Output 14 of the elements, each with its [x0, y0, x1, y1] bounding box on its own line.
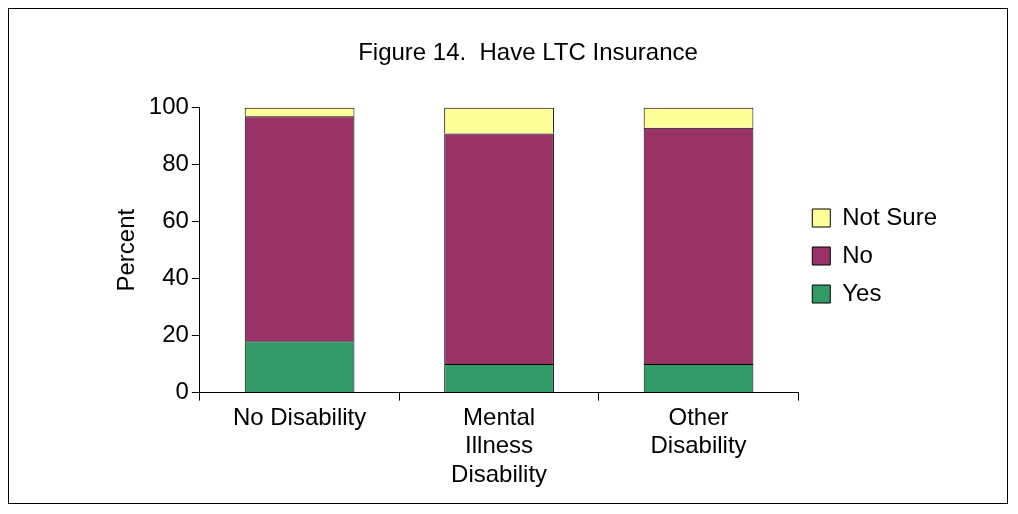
y-tick-label: 40 [162, 263, 189, 291]
y-axis-title: Percent [112, 208, 140, 292]
x-tick-label: Other Disability [650, 402, 747, 459]
y-tick-label: 20 [162, 320, 189, 348]
y-tick-label: 100 [148, 92, 189, 120]
legend-label: Not Sure [842, 202, 938, 230]
y-tick-label: 60 [162, 206, 189, 234]
y-tick-label: 0 [175, 377, 189, 405]
y-tick-label: 80 [162, 149, 189, 177]
x-tick-label: No Disability [232, 402, 367, 430]
x-tick-label: Mental Illness Disability [451, 402, 548, 488]
chart-title: Figure 14. Have LTC Insurance [358, 38, 698, 66]
legend-label: No [842, 240, 873, 268]
legend-label: Yes [842, 278, 882, 306]
